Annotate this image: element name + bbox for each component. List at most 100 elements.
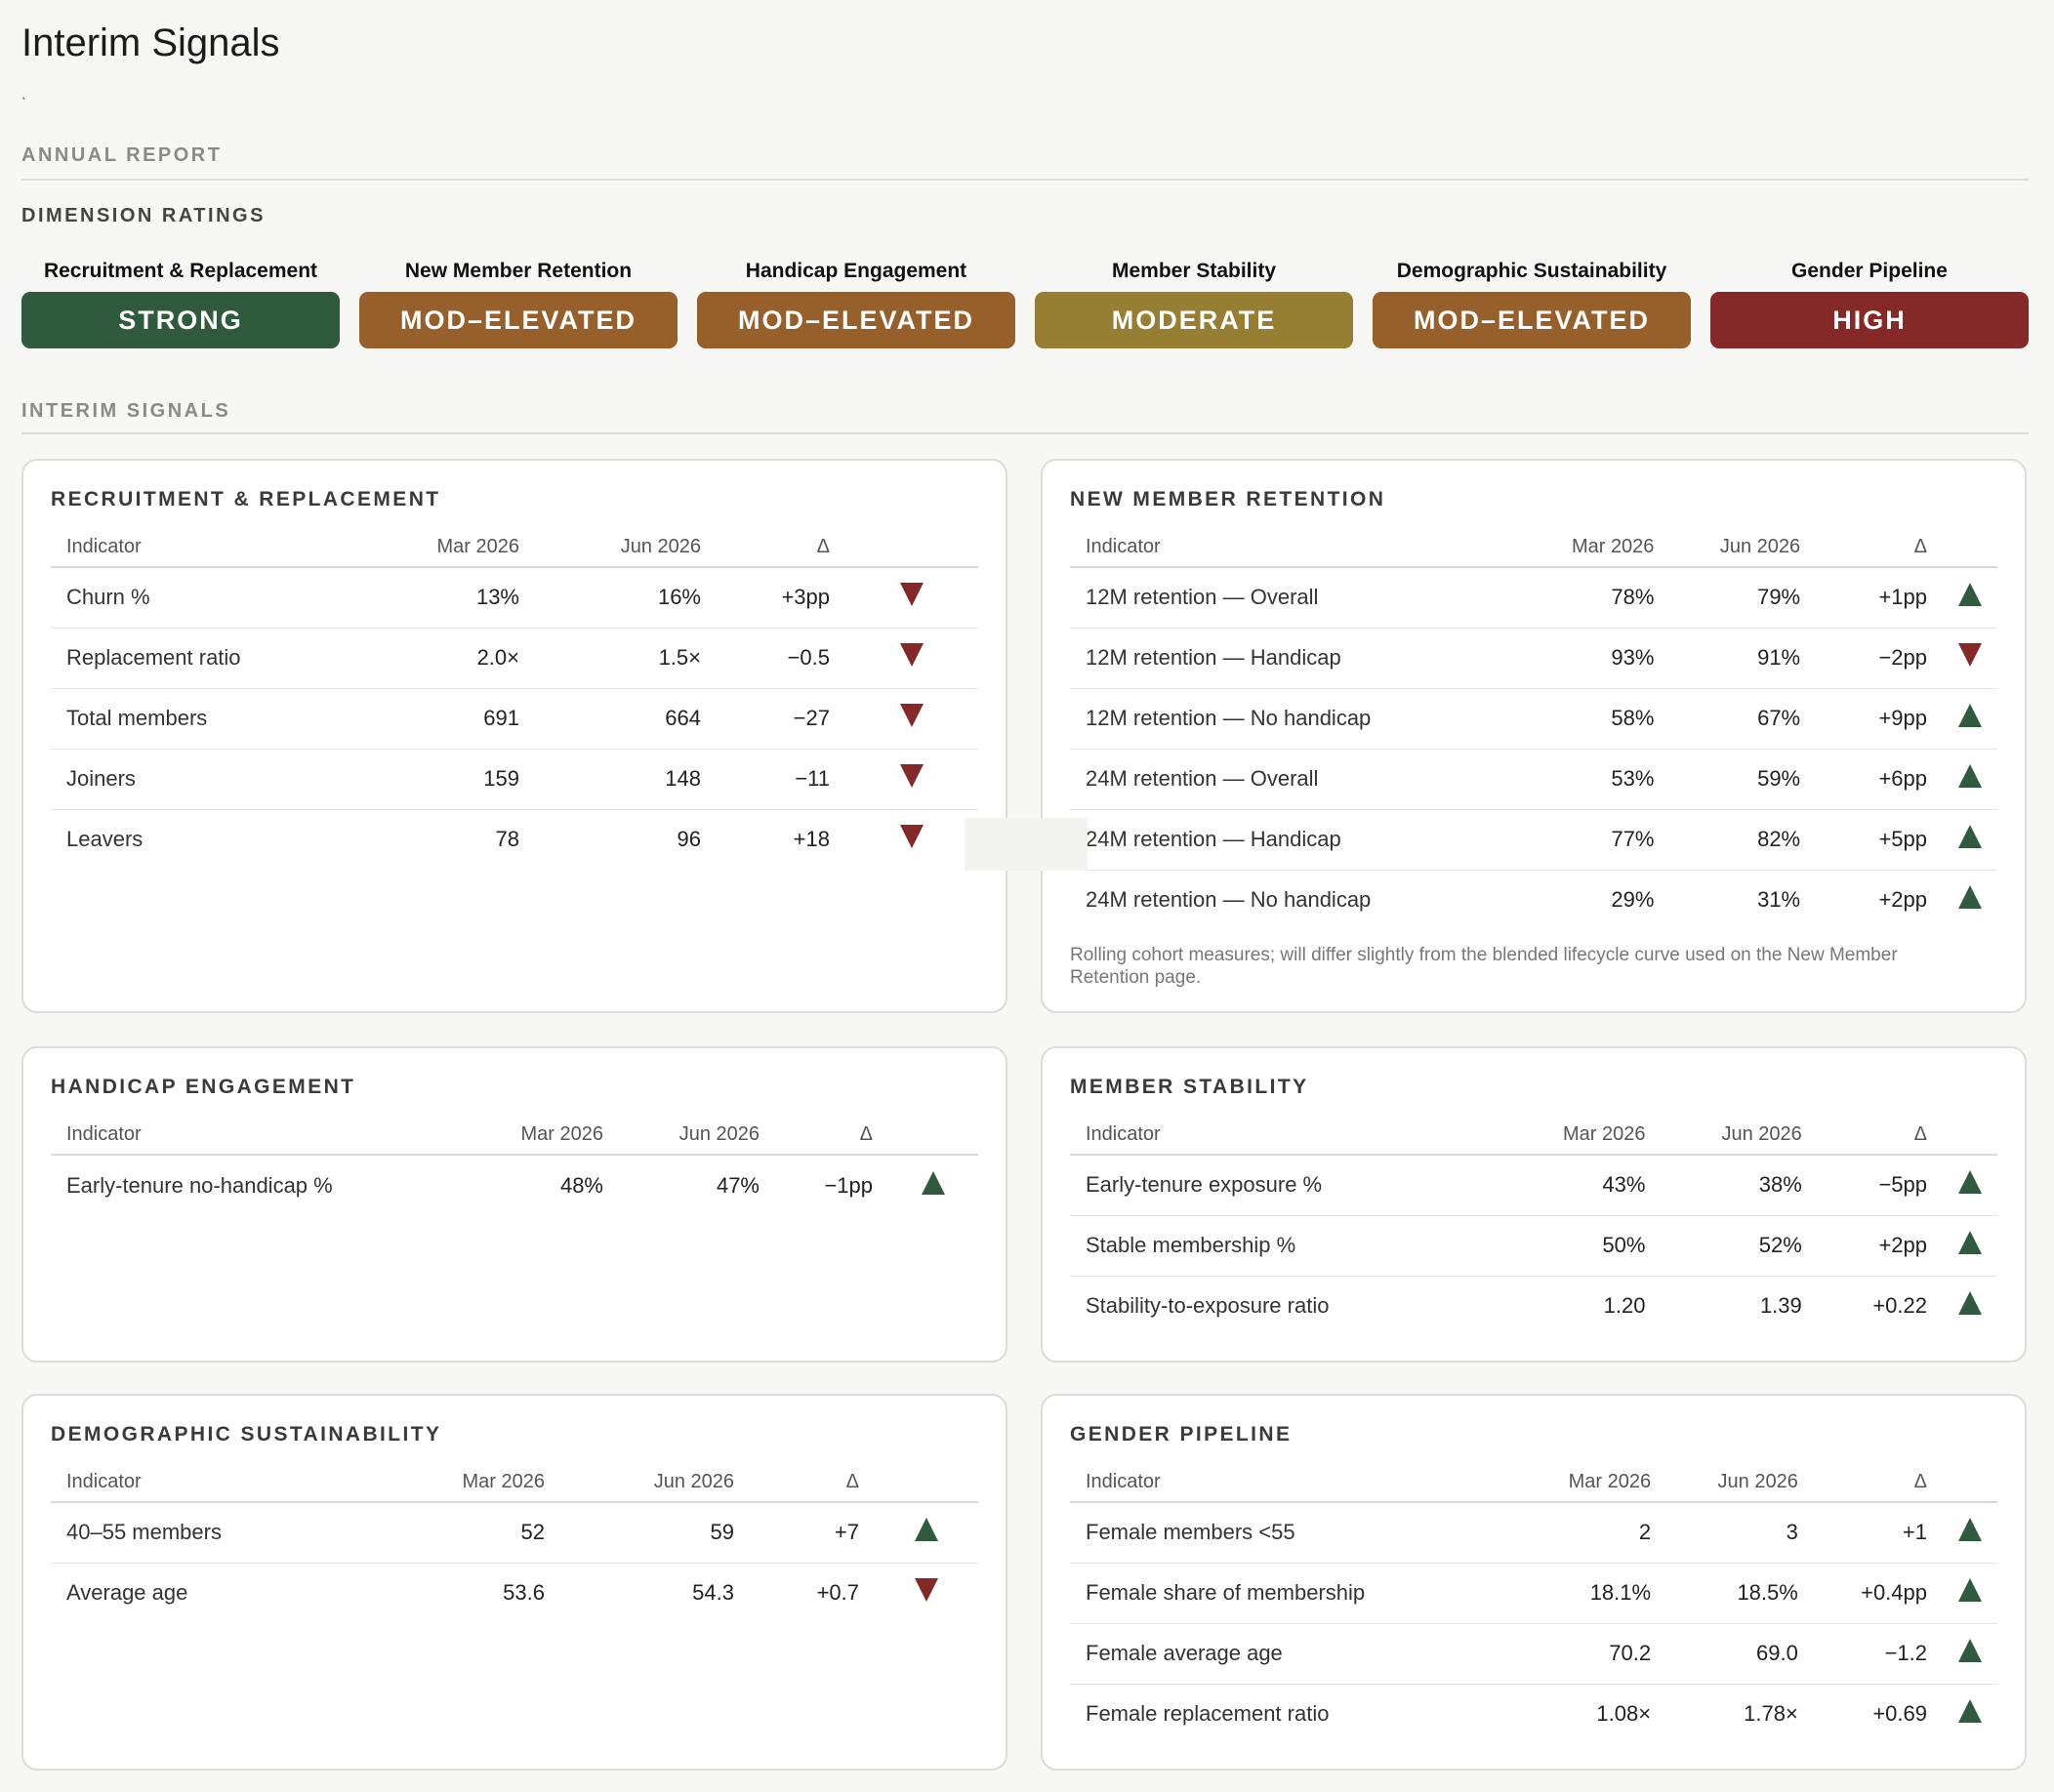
card-stability: MEMBER STABILITY Indicator Mar 2026 Jun …	[1041, 1046, 2027, 1363]
col-indicator: Indicator	[1070, 528, 1530, 568]
card-title: GENDER PIPELINE	[1070, 1423, 1293, 1446]
card-title: HANDICAP ENGAGEMENT	[51, 1076, 356, 1098]
jun-2026-cell: 69.0	[1666, 1623, 1814, 1685]
mar-2026-cell: 77%	[1529, 809, 1670, 871]
col-indicator: Indicator	[1070, 1463, 1522, 1503]
table-row: 40–55 members 52 59 +7	[51, 1502, 978, 1564]
col-delta: Δ	[1813, 1463, 1943, 1503]
triangle-down-icon	[1958, 643, 1982, 667]
indicator-table: Indicator Mar 2026 Jun 2026 Δ Early-tenu…	[51, 1116, 978, 1215]
triangle-up-icon	[915, 1518, 938, 1542]
table-row: Female average age 70.2 69.0 −1.2	[1070, 1623, 1997, 1685]
direction-cell	[845, 567, 978, 629]
card-title: DEMOGRAPHIC SUSTAINABILITY	[51, 1423, 442, 1446]
indicator-cell: 12M retention — Handicap	[1070, 628, 1530, 689]
rating-badge: MOD–ELEVATED	[359, 292, 678, 348]
delta-cell: +2pp	[1878, 887, 1927, 913]
indicator-cell: Female replacement ratio	[1086, 1701, 1330, 1727]
rating-badge: MOD–ELEVATED	[1373, 292, 1691, 348]
table-row: Joiners 159 148 −11	[51, 749, 978, 810]
indicator-cell: Joiners	[51, 749, 353, 810]
delta-cell: +6pp	[1816, 749, 1943, 810]
col-direction	[875, 1463, 978, 1503]
col-delta: Δ	[775, 1116, 888, 1156]
direction-cell	[845, 749, 978, 810]
jun-2026-cell: 664	[535, 688, 717, 750]
delta-cell: +0.22	[1872, 1293, 1927, 1319]
jun-2026-cell: 47%	[716, 1172, 760, 1198]
indicator-cell: Female average age	[1070, 1623, 1522, 1685]
card-recruitment: RECRUITMENT & REPLACEMENT Indicator Mar …	[21, 459, 1007, 1013]
col-delta: Δ	[750, 1463, 875, 1503]
table-row: Female share of membership 18.1% 18.5% +0.4…	[1070, 1563, 1997, 1624]
col-indicator: Indicator	[51, 1463, 418, 1503]
mar-2026-cell: 70.2	[1521, 1623, 1667, 1685]
table-header: Indicator Mar 2026 Jun 2026 Δ	[51, 528, 978, 568]
rating-badge: HIGH	[1710, 292, 2029, 348]
delta-cell: −27	[717, 688, 845, 750]
direction-cell	[1943, 567, 1997, 629]
direction-cell	[1943, 1623, 1997, 1685]
jun-2026-cell: 54.3	[692, 1580, 734, 1606]
section-interim-signals: INTERIM SIGNALS	[21, 400, 231, 422]
mar-2026-cell: 53%	[1529, 749, 1670, 810]
triangle-up-icon	[1958, 1231, 1982, 1254]
rating-name: Member Stability	[1111, 260, 1277, 282]
triangle-up-icon	[1958, 764, 1982, 788]
indicator-table: Indicator Mar 2026 Jun 2026 Δ Churn % 13%…	[51, 528, 978, 870]
mar-2026-cell: 1.20	[1603, 1293, 1646, 1319]
table-row: Female replacement ratio 1.08× 1.78× +0.69	[1070, 1684, 1997, 1744]
delta-cell: +2pp	[1817, 1215, 1943, 1277]
triangle-up-icon	[1958, 583, 1982, 607]
col-jun-2026: Jun 2026	[619, 1116, 775, 1156]
direction-cell	[1943, 1502, 1997, 1564]
card-demographic: DEMOGRAPHIC SUSTAINABILITY Indicator Mar…	[21, 1394, 1007, 1771]
indicator-cell: 24M retention — Handicap	[1070, 809, 1530, 871]
direction-cell	[1943, 688, 1997, 750]
indicator-table: Indicator Mar 2026 Jun 2026 Δ 12M retent…	[1070, 528, 1997, 930]
col-delta: Δ	[717, 528, 845, 568]
card-handicap: HANDICAP ENGAGEMENT Indicator Mar 2026 J…	[21, 1046, 1007, 1363]
delta-cell: +9pp	[1816, 688, 1943, 750]
indicator-cell: 40–55 members	[51, 1502, 418, 1564]
table-row: 24M retention — No handicap 29% 31% +2pp	[1070, 870, 1997, 930]
triangle-down-icon	[900, 704, 924, 727]
rating-handicap: Handicap Engagement MOD–ELEVATED	[697, 257, 1015, 348]
delta-cell: +18	[793, 827, 830, 852]
indicator-table: Indicator Mar 2026 Jun 2026 Δ 40–55 memb…	[51, 1463, 978, 1623]
direction-cell	[845, 688, 978, 750]
mar-2026-cell: 691	[353, 688, 535, 750]
col-mar-2026: Mar 2026	[1521, 1463, 1667, 1503]
direction-cell	[1943, 870, 1997, 930]
table-header: Indicator Mar 2026 Jun 2026 Δ	[51, 1463, 978, 1503]
ratings-row: Recruitment & Replacement STRONG New Mem…	[21, 257, 2029, 348]
rating-name: Handicap Engagement	[745, 260, 967, 282]
table-row: Churn % 13% 16% +3pp	[51, 567, 978, 629]
jun-2026-cell: 16%	[535, 567, 717, 629]
indicator-cell: Stable membership %	[1070, 1215, 1516, 1277]
jun-2026-cell: 148	[535, 749, 717, 810]
indicator-cell: Leavers	[66, 827, 144, 852]
col-jun-2026: Jun 2026	[1669, 528, 1817, 568]
mar-2026-cell: 1.08×	[1596, 1701, 1652, 1727]
table-header: Indicator Mar 2026 Jun 2026 Δ	[1070, 1463, 1997, 1503]
jun-2026-cell: 1.78×	[1744, 1701, 1798, 1727]
col-jun-2026: Jun 2026	[560, 1463, 750, 1503]
card-retention: NEW MEMBER RETENTION Indicator Mar 2026 …	[1041, 459, 2027, 1013]
mar-2026-cell: 18.1%	[1521, 1563, 1667, 1624]
col-indicator: Indicator	[51, 1116, 476, 1156]
rating-name: Gender Pipeline	[1791, 260, 1948, 282]
jun-2026-cell: 79%	[1669, 567, 1817, 629]
jun-2026-cell: 59	[560, 1502, 750, 1564]
mar-2026-cell: 53.6	[503, 1580, 545, 1606]
jun-2026-cell: 67%	[1669, 688, 1817, 750]
col-jun-2026: Jun 2026	[1666, 1463, 1814, 1503]
rating-stability: Member Stability MODERATE	[1035, 257, 1353, 348]
indicator-cell: Early-tenure no-handicap %	[66, 1172, 333, 1198]
triangle-up-icon	[1958, 1699, 1982, 1724]
table-row: Stability-to-exposure ratio 1.20 1.39 +0.22	[1070, 1276, 1997, 1336]
rating-demographic: Demographic Sustainability MOD–ELEVATED	[1373, 257, 1691, 348]
table-row: Total members 691 664 −27	[51, 688, 978, 750]
triangle-up-icon	[1958, 825, 1982, 848]
jun-2026-cell: 59%	[1669, 749, 1817, 810]
